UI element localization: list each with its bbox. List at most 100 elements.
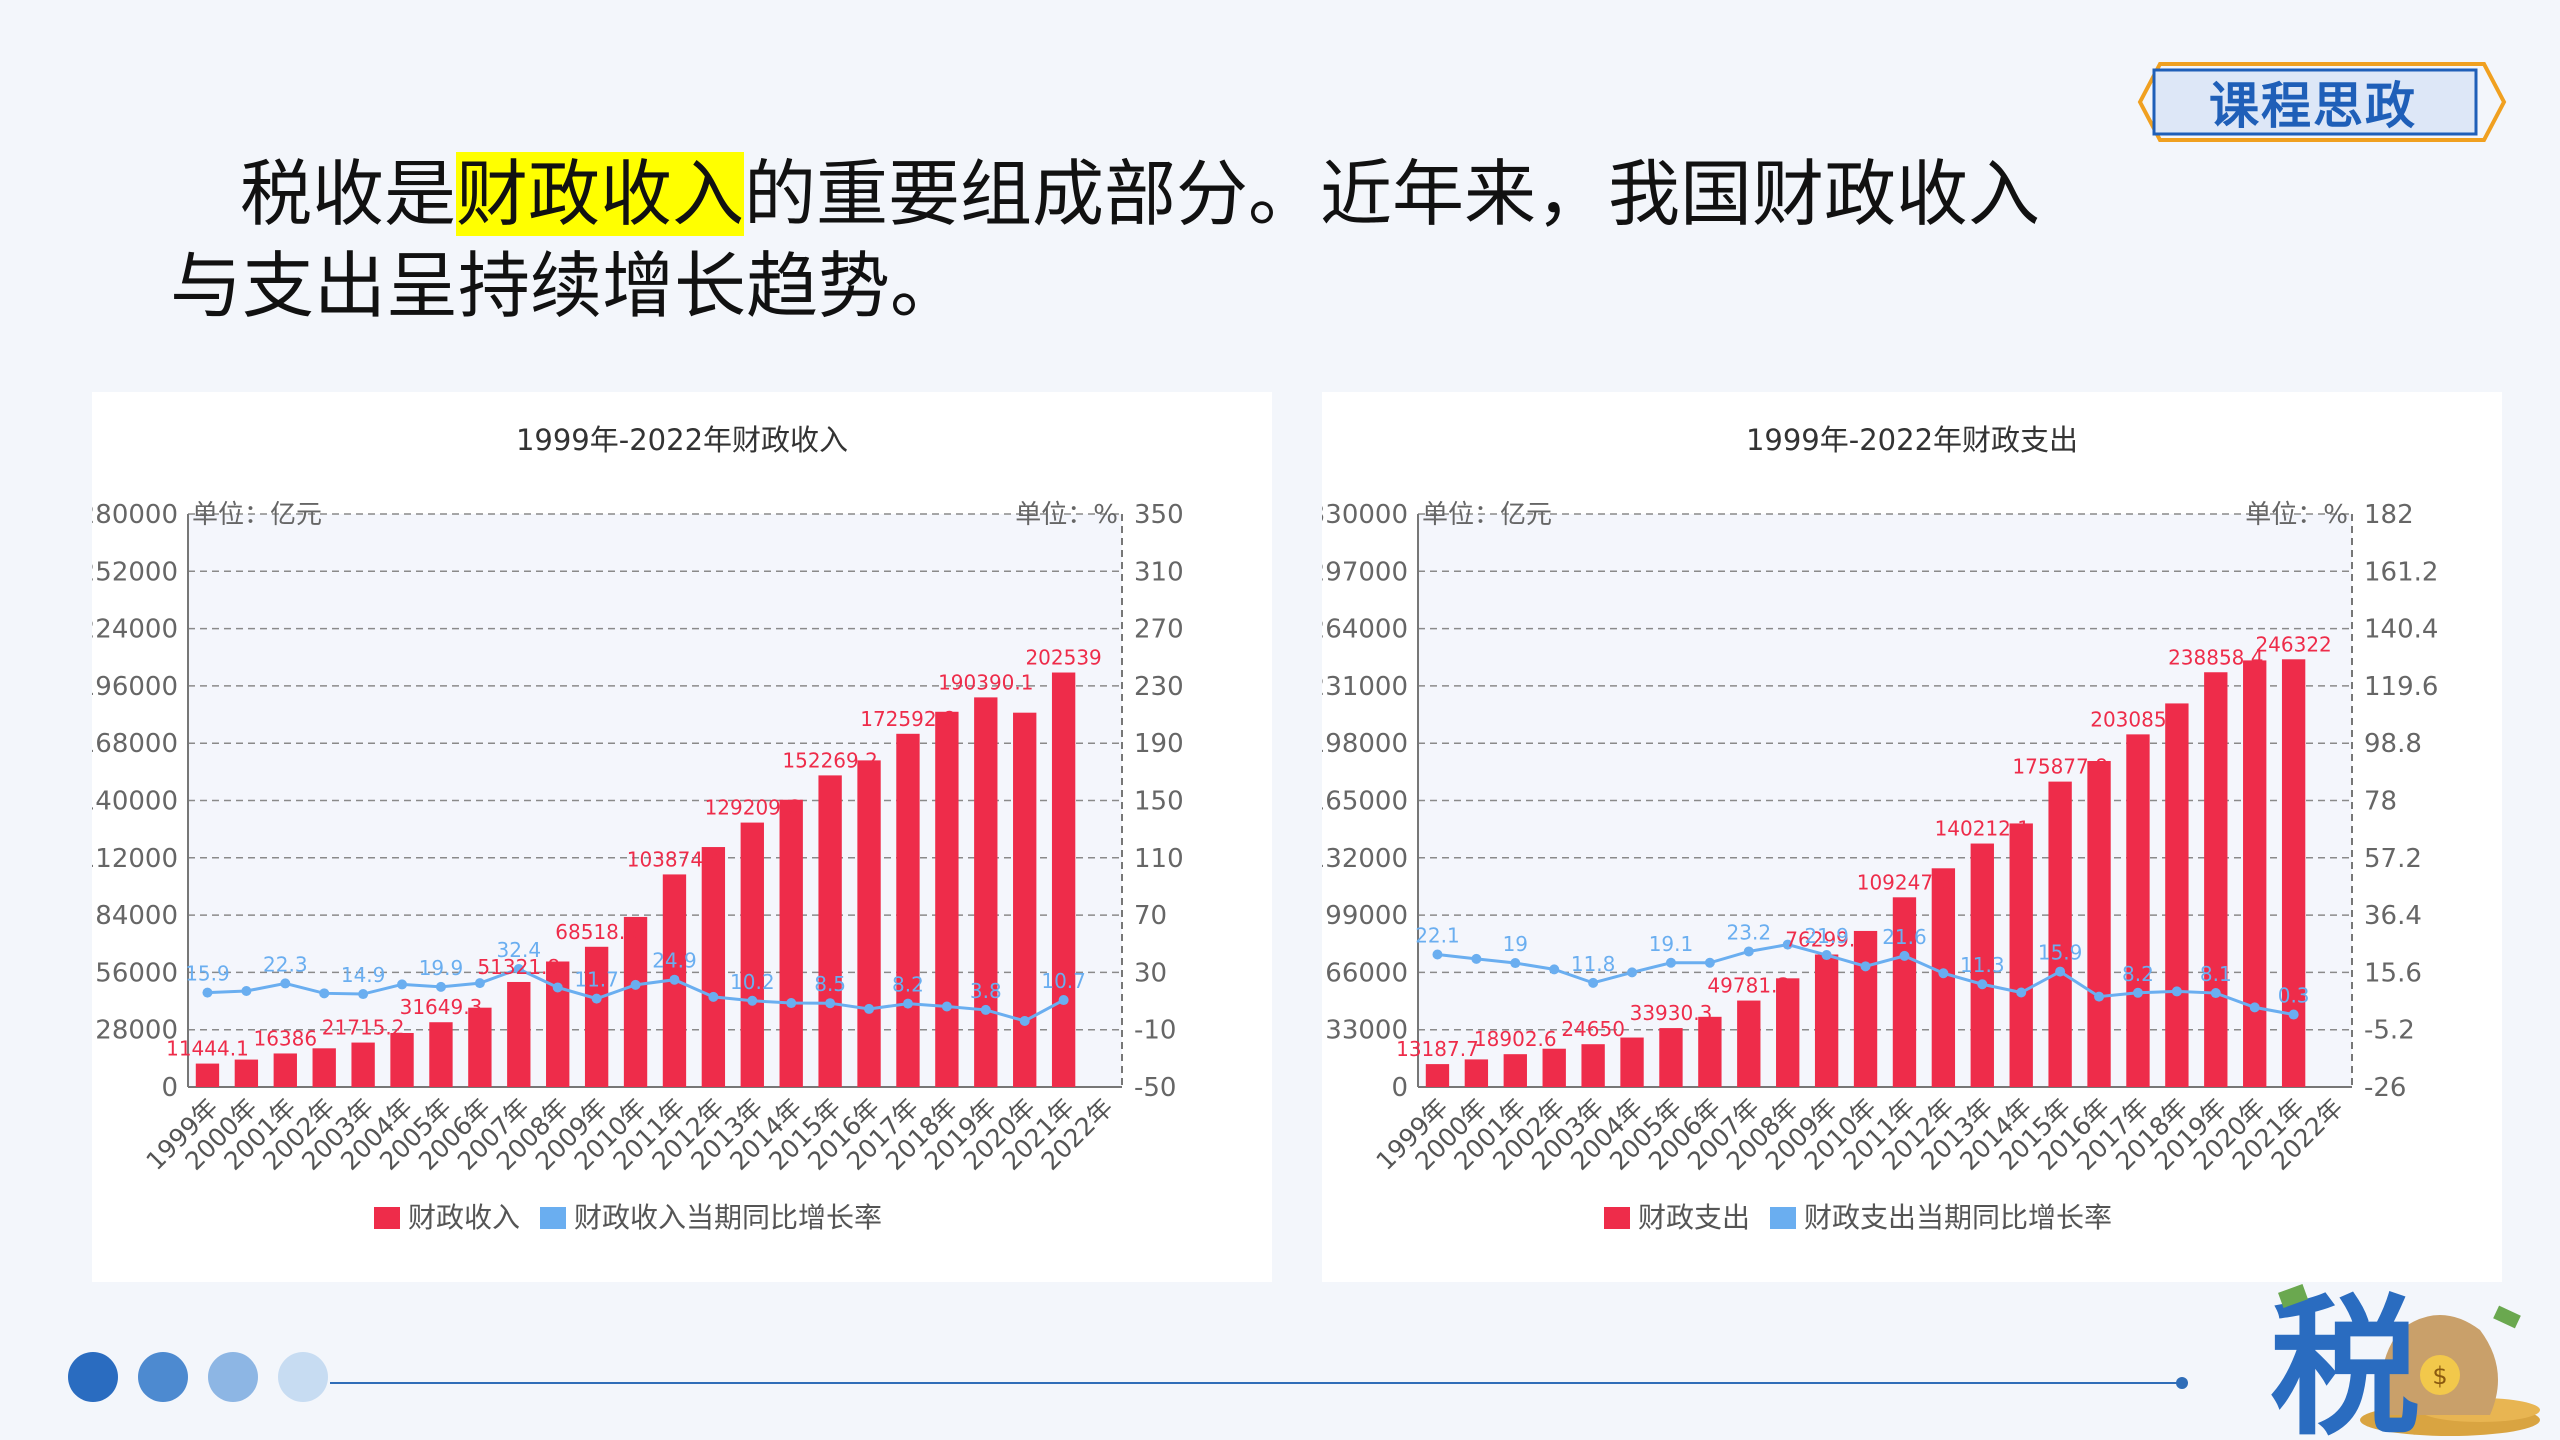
growth-point	[1977, 979, 1988, 990]
bar-value-label: 246322	[2255, 632, 2331, 656]
bar	[1013, 712, 1037, 1087]
growth-value-label: 8.2	[892, 973, 924, 997]
y-tick-label: 165000	[1322, 787, 1408, 817]
intro-highlight: 财政收入	[456, 152, 745, 236]
growth-point	[1704, 957, 1715, 968]
growth-value-label: 21.9	[1804, 924, 1849, 948]
divider-line	[330, 1382, 2180, 1384]
intro-part1: 税收是	[240, 152, 457, 236]
bar-value-label: 190390.1	[938, 670, 1033, 694]
y2-tick-label: 36.4	[2364, 901, 2422, 931]
growth-value-label: 15.9	[185, 962, 230, 986]
bar	[857, 760, 881, 1087]
bar	[2009, 823, 2033, 1087]
growth-point	[1743, 946, 1754, 957]
bar	[740, 822, 764, 1087]
growth-point	[1510, 958, 1521, 969]
bar	[351, 1042, 375, 1087]
growth-point	[1938, 968, 1949, 979]
y2-tick-label: 30	[1134, 958, 1167, 988]
bar	[2281, 659, 2306, 1087]
legend-label-line: 财政支出当期同比增长率	[1804, 1201, 2112, 1234]
y2-tick-label: 190	[1134, 729, 1184, 759]
growth-point	[202, 987, 213, 998]
bar-value-label: 21715.2	[322, 1016, 405, 1040]
y-tick-label: 198000	[1322, 729, 1408, 759]
y-tick-label: 330000	[1322, 500, 1408, 530]
legend-label-bar: 财政收入	[408, 1201, 520, 1234]
svg-text:$: $	[2432, 1362, 2447, 1390]
growth-point	[280, 978, 291, 989]
y2-tick-label: 110	[1134, 844, 1184, 874]
bar	[2087, 760, 2111, 1087]
bar	[429, 1022, 453, 1087]
growth-point	[747, 995, 758, 1006]
legend-swatch-line	[540, 1207, 566, 1229]
y2-tick-label: 150	[1134, 787, 1184, 817]
y-tick-label: 0	[161, 1073, 178, 1103]
y-tick-label: 112000	[92, 844, 178, 874]
growth-point	[902, 998, 913, 1009]
bar	[273, 1053, 297, 1087]
y-tick-label: 196000	[92, 672, 178, 702]
y2-tick-label: -26	[2364, 1073, 2406, 1103]
bar	[1542, 1048, 1566, 1087]
bar	[507, 981, 531, 1087]
growth-value-label: 8.1	[2200, 962, 2232, 986]
growth-point	[1899, 950, 1910, 961]
growth-value-label: 8.5	[814, 972, 846, 996]
intro-part2: 的重要组成部分。近年来，我国财政收入	[744, 152, 2041, 236]
growth-value-label: 11.7	[574, 968, 619, 992]
growth-point	[2210, 988, 2221, 999]
bar	[974, 697, 998, 1087]
growth-point	[358, 989, 369, 1000]
growth-value-label: 8.2	[2122, 962, 2154, 986]
bar	[1425, 1064, 1450, 1087]
growth-value-label: 32.4	[497, 938, 542, 962]
y2-tick-label: 98.8	[2364, 729, 2422, 759]
bar-value-label: 152269.2	[782, 748, 877, 772]
bar	[546, 961, 570, 1087]
bar-value-label: 103874.4	[627, 847, 722, 871]
growth-point	[2016, 987, 2027, 998]
dot-2	[138, 1352, 188, 1402]
bar-value-label: 238858.4	[2168, 645, 2263, 669]
dot-4	[278, 1352, 328, 1402]
bar	[1620, 1037, 1644, 1087]
bar	[2126, 734, 2150, 1087]
growth-point	[435, 981, 446, 992]
growth-point	[2288, 1009, 2299, 1020]
bar	[701, 847, 726, 1087]
bar-value-label: 31649.3	[400, 995, 483, 1019]
growth-value-label: 10.2	[730, 970, 775, 994]
logo-char: 税	[2270, 1282, 2420, 1440]
y2-tick-label: 140.4	[2364, 615, 2438, 645]
bar	[1051, 672, 1076, 1087]
expenditure-chart-panel: 1999年-2022年财政支出330000182297000161.226400…	[1322, 392, 2502, 1282]
y-tick-label: 231000	[1322, 672, 1408, 702]
growth-point	[2249, 1002, 2260, 1013]
intro-line-1: 税收是财政收入的重要组成部分。近年来，我国财政收入	[170, 148, 2170, 240]
growth-point	[552, 982, 563, 993]
growth-point	[669, 974, 680, 985]
bar	[1503, 1054, 1527, 1087]
bar	[1814, 954, 1839, 1087]
growth-value-label: 24.9	[652, 949, 697, 973]
growth-point	[1627, 967, 1638, 978]
growth-value-label: 15.9	[2038, 941, 2083, 965]
growth-point	[2132, 987, 2143, 998]
expenditure-chart: 1999年-2022年财政支出330000182297000161.226400…	[1322, 423, 2438, 1234]
growth-point	[1019, 1015, 1030, 1026]
growth-value-label: 23.2	[1727, 920, 1772, 944]
growth-point	[786, 998, 797, 1009]
left-unit-label: 单位：亿元	[1422, 500, 1552, 530]
badge-label: 课程思政	[2209, 77, 2417, 135]
bar-value-label: 18902.6	[1474, 1027, 1557, 1051]
bar	[896, 733, 920, 1087]
y-tick-label: 33000	[1325, 1016, 1408, 1046]
growth-point	[1588, 977, 1599, 988]
bar	[1970, 843, 1994, 1087]
y2-tick-label: -50	[1134, 1073, 1176, 1103]
growth-point	[1665, 957, 1676, 968]
